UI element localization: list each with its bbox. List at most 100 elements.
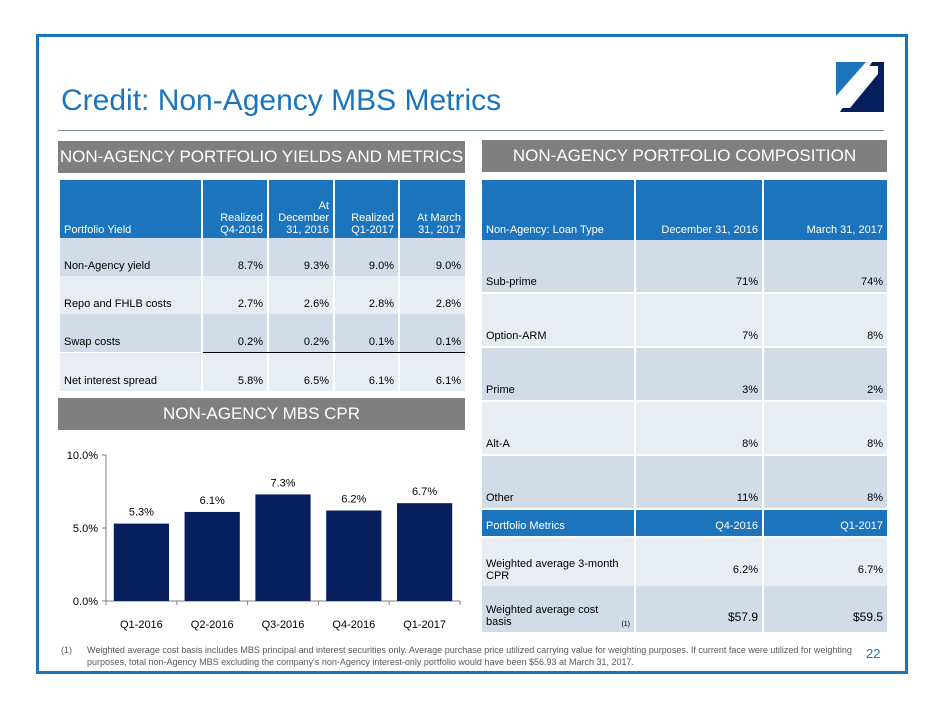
footnote-text: Weighted average cost basis includes MBS…	[87, 645, 852, 667]
table-cell: 6.1%	[335, 353, 400, 391]
bar	[184, 511, 240, 601]
table-row: Option-ARM 7% 8%	[482, 294, 887, 348]
table-row: Sub-prime 71% 74%	[482, 240, 887, 294]
cell-value: $57.9	[727, 610, 758, 624]
table-cell: 6.1%	[400, 353, 465, 391]
cell-value: 6.7%	[857, 564, 883, 576]
table-row: Alt-A 8% 8%	[482, 402, 887, 456]
table-cell: 0.1%	[400, 314, 465, 352]
x-tick-label: Q1-2017	[403, 619, 446, 631]
table-cell: 7%	[636, 294, 764, 348]
table-cell: 9.0%	[335, 238, 400, 276]
table-row: Weighted average 3-month CPR 6.2% 6.7%	[482, 538, 887, 586]
yields-table-header: Portfolio Yield Realized Q4-2016 At Dece…	[60, 180, 465, 238]
row-label: Option-ARM	[482, 294, 636, 348]
table-cell: 6.2%	[636, 538, 764, 586]
table-cell: 9.3%	[269, 238, 335, 276]
header-cell: Realized Q1-2017	[335, 180, 400, 238]
table-cell: 11%	[636, 456, 764, 510]
x-tick-label: Q2-2016	[191, 619, 234, 631]
table-cell: 6.7%	[764, 538, 887, 586]
table-row: Net interest spread 5.8% 6.5% 6.1% 6.1%	[60, 353, 465, 391]
table-cell: 3%	[636, 348, 764, 402]
x-tick-label: Q1-2016	[120, 619, 163, 631]
bar	[326, 510, 382, 601]
bar	[255, 494, 311, 601]
table-cell: $59.5	[764, 586, 887, 632]
table-cell: 8%	[764, 402, 887, 456]
title-divider	[58, 130, 884, 131]
row-label: Other	[482, 456, 636, 510]
table-row: Other 11% 8%	[482, 456, 887, 510]
header-cell: Q1-2017	[764, 510, 887, 538]
header-cell: Portfolio Yield	[60, 180, 203, 238]
header-cell: Realized Q4-2016	[203, 180, 269, 238]
table-cell: 0.1%	[335, 314, 400, 352]
table-row: Prime 3% 2%	[482, 348, 887, 402]
table-row: Weighted average cost basis (1) $57.9 $59…	[482, 586, 887, 632]
composition-table-header: Non-Agency: Loan Type December 31, 2016 …	[482, 180, 887, 240]
table-cell: 2.6%	[269, 276, 335, 314]
footnote: (1) Weighted average cost basis includes…	[61, 644, 861, 668]
footnote-ref: (1)	[621, 621, 630, 628]
data-label: 6.1%	[200, 495, 225, 507]
data-label: 6.7%	[412, 486, 437, 498]
table-cell: 0.2%	[203, 314, 269, 352]
section-header-cpr: NON-AGENCY MBS CPR	[58, 398, 465, 430]
table-cell: 2.8%	[400, 276, 465, 314]
header-cell: Portfolio Metrics	[482, 510, 636, 538]
y-tick-label: 0.0%	[73, 596, 98, 608]
page-number: 22	[866, 646, 881, 661]
table-cell: 2.7%	[203, 276, 269, 314]
header-cell: Q4-2016	[636, 510, 764, 538]
yields-table: Portfolio Yield Realized Q4-2016 At Dece…	[60, 180, 465, 391]
table-cell: 8%	[636, 402, 764, 456]
bar	[113, 523, 170, 601]
header-cell: March 31, 2017	[764, 180, 887, 240]
row-label: Repo and FHLB costs	[60, 276, 203, 314]
row-label: Weighted average cost basis (1)	[482, 586, 636, 632]
row-label-text: Weighted average 3-month CPR	[486, 558, 619, 582]
y-tick-label: 10.0%	[67, 450, 98, 462]
metrics-header: Portfolio Metrics Q4-2016 Q1-2017	[482, 510, 887, 538]
data-label: 7.3%	[270, 477, 295, 489]
row-label: Weighted average 3-month CPR	[482, 538, 636, 586]
row-label: Swap costs	[60, 314, 203, 352]
row-label-text: Weighted average cost basis	[486, 604, 599, 628]
table-row: Repo and FHLB costs 2.7% 2.6% 2.8% 2.8%	[60, 276, 465, 314]
page-title: Credit: Non-Agency MBS Metrics	[61, 84, 502, 117]
data-label: 6.2%	[341, 493, 366, 505]
table-cell: $57.9	[636, 586, 764, 632]
y-tick-label: 5.0%	[73, 523, 98, 535]
table-cell: 0.2%	[269, 314, 335, 352]
row-label: Sub-prime	[482, 240, 636, 294]
composition-table: Non-Agency: Loan Type December 31, 2016 …	[482, 180, 887, 632]
table-cell: 71%	[636, 240, 764, 294]
table-cell: 6.5%	[269, 353, 335, 391]
table-cell: 8%	[764, 456, 887, 510]
data-label: 5.3%	[129, 507, 154, 519]
section-header-composition: NON-AGENCY PORTFOLIO COMPOSITION	[482, 140, 887, 172]
row-label: Net interest spread	[60, 353, 203, 391]
table-cell: 9.0%	[400, 238, 465, 276]
footnote-marker: (1)	[61, 645, 72, 655]
header-cell: At December 31, 2016	[269, 180, 335, 238]
cell-value: 6.2%	[732, 564, 758, 576]
cpr-bar-chart: 0.0% 5.0% 10.0% 5.3% Q1-2016 6.1% Q2-2016 7.3% Q…	[67, 450, 461, 631]
table-cell: 74%	[764, 240, 887, 294]
subtotal-rule	[203, 352, 465, 353]
table-cell: 2.8%	[335, 276, 400, 314]
bar	[396, 503, 453, 601]
table-cell: 8%	[764, 294, 887, 348]
table-cell: 2%	[764, 348, 887, 402]
x-tick-label: Q3-2016	[262, 619, 305, 631]
header-cell: December 31, 2016	[636, 180, 764, 240]
table-row: Swap costs 0.2% 0.2% 0.1% 0.1%	[60, 314, 465, 352]
section-header-yields: NON-AGENCY PORTFOLIO YIELDS AND METRICS	[58, 141, 465, 173]
cell-value: $59.5	[852, 610, 883, 624]
row-label: Prime	[482, 348, 636, 402]
company-logo-icon	[836, 62, 884, 112]
x-tick-label: Q4-2016	[332, 619, 375, 631]
table-cell: 8.7%	[203, 238, 269, 276]
table-cell: 5.8%	[203, 353, 269, 391]
